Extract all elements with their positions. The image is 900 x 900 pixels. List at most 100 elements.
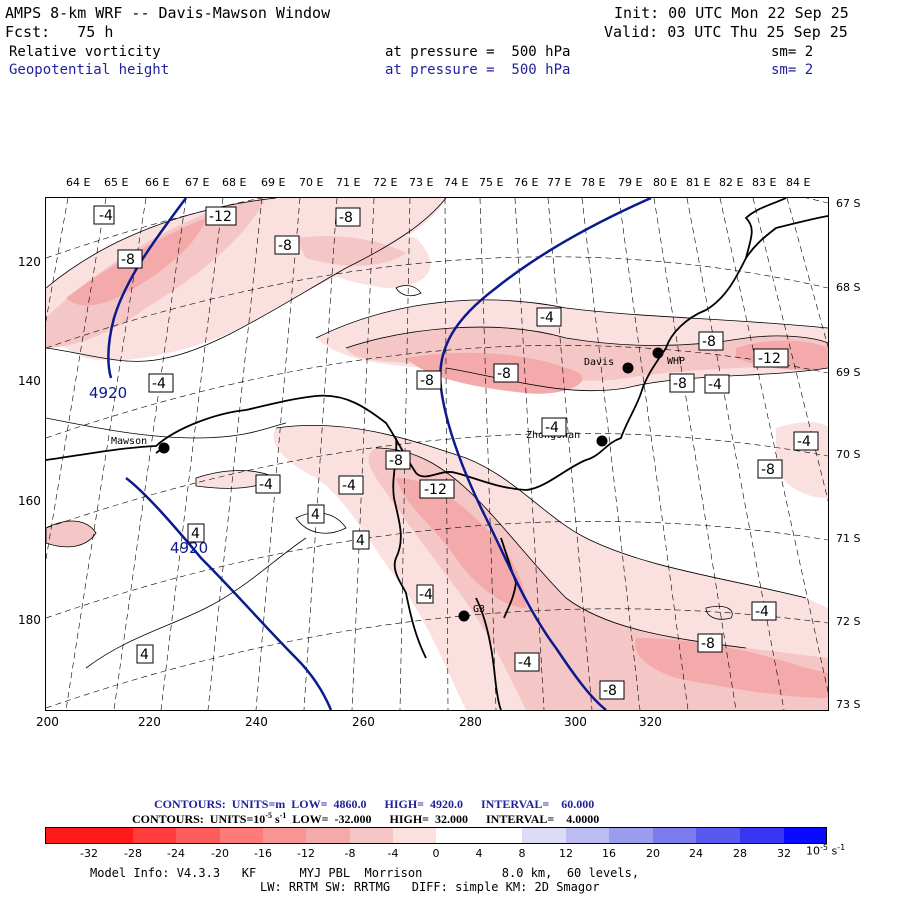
lon-label: 68 E bbox=[222, 176, 247, 189]
svg-text:-12: -12 bbox=[758, 351, 781, 367]
vort-label: -4 bbox=[514, 652, 540, 672]
svg-text:4: 4 bbox=[191, 526, 200, 542]
vort-label: -8 bbox=[599, 680, 625, 700]
colorbar-tick: 4 bbox=[475, 847, 483, 860]
colorbar-swatch bbox=[740, 827, 785, 844]
colorbar-tick: 12 bbox=[559, 847, 573, 860]
lon-label: 72 E bbox=[373, 176, 398, 189]
x-tick: 220 bbox=[138, 715, 161, 729]
colorbar-tick: 32 bbox=[777, 847, 791, 860]
svg-text:-4: -4 bbox=[797, 434, 811, 450]
vort-label: -8 bbox=[416, 370, 442, 390]
colorbar-tick: 16 bbox=[602, 847, 616, 860]
colorbar-tick: -8 bbox=[344, 847, 356, 860]
svg-text:-4: -4 bbox=[259, 477, 273, 493]
lon-label: 69 E bbox=[261, 176, 286, 189]
vort-label: -8 bbox=[274, 235, 300, 255]
field2-level: at pressure = 500 hPa bbox=[385, 62, 571, 78]
vort-label: -8 bbox=[757, 459, 783, 479]
vort-label: -8 bbox=[385, 450, 411, 470]
station-mawson-marker[interactable] bbox=[158, 442, 170, 454]
colorbar-swatch bbox=[133, 827, 177, 844]
field1-name: Relative vorticity bbox=[9, 44, 161, 60]
vort-label: -4 bbox=[751, 601, 777, 621]
colorbar-tick: 28 bbox=[733, 847, 747, 860]
colorbar-swatch bbox=[522, 827, 567, 844]
vort-label: -4 bbox=[704, 374, 730, 394]
colorbar-swatch bbox=[566, 827, 610, 844]
init-time: Init: 00 UTC Mon 22 Sep 25 bbox=[614, 4, 849, 22]
colorbar-swatch bbox=[89, 827, 134, 844]
lat-label: 73 S bbox=[836, 698, 861, 711]
vort-label: 4 bbox=[307, 504, 325, 524]
height-contour-info: CONTOURS: UNITS=m LOW= 4860.0 HIGH= 4920… bbox=[154, 797, 595, 811]
lon-label: 71 E bbox=[336, 176, 361, 189]
lon-label: 67 E bbox=[185, 176, 210, 189]
lat-label: 70 S bbox=[836, 448, 861, 461]
vorticity-contour-info: CONTOURS: UNITS=10-5 s-1 LOW= -32.000 HI… bbox=[132, 811, 600, 826]
vorticity-shading bbox=[46, 198, 828, 710]
colorbar-swatch bbox=[350, 827, 394, 844]
height-contour-label: 4920 bbox=[170, 539, 208, 557]
lat-label: 67 S bbox=[836, 197, 861, 210]
vort-label: 4 bbox=[136, 644, 154, 664]
svg-text:-4: -4 bbox=[518, 655, 532, 671]
lon-label: 77 E bbox=[547, 176, 572, 189]
colorbar-swatch bbox=[393, 827, 437, 844]
station-label: Davis bbox=[584, 357, 614, 368]
x-tick: 200 bbox=[36, 715, 59, 729]
colorbar-tick: -24 bbox=[167, 847, 185, 860]
vort-label: -4 bbox=[338, 475, 364, 495]
svg-text:-8: -8 bbox=[420, 373, 434, 389]
vort-label: -4 bbox=[148, 373, 174, 393]
colorbar-swatch bbox=[609, 827, 654, 844]
vorticity-contours bbox=[46, 198, 828, 669]
model-info-line1: Model Info: V4.3.3 KF MYJ PBL Morrison 8… bbox=[90, 866, 640, 880]
geopotential-contours bbox=[107, 198, 652, 710]
lon-label: 74 E bbox=[444, 176, 469, 189]
stations bbox=[158, 347, 664, 622]
lat-label: 72 S bbox=[836, 615, 861, 628]
y-tick: 140 bbox=[18, 374, 41, 388]
lon-label: 84 E bbox=[786, 176, 811, 189]
chart-title: AMPS 8-km WRF -- Davis-Mawson Window bbox=[5, 4, 331, 22]
colorbar-tick: 8 bbox=[518, 847, 526, 860]
y-tick: 180 bbox=[18, 613, 41, 627]
station-label: WHP bbox=[667, 356, 685, 367]
station-zhongshan-marker[interactable] bbox=[596, 435, 608, 447]
colorbar-swatch bbox=[436, 827, 480, 844]
model-info-line2: LW: RRTM SW: RRTMG DIFF: simple KM: 2D S… bbox=[260, 880, 600, 894]
lon-label: 75 E bbox=[479, 176, 504, 189]
station-whp-marker[interactable] bbox=[652, 347, 664, 359]
lon-label: 79 E bbox=[618, 176, 643, 189]
vort-label: -8 bbox=[117, 249, 143, 269]
vort-label: -4 bbox=[93, 205, 115, 225]
vort-label: -12 bbox=[205, 206, 237, 226]
forecast-hour: Fcst: 75 h bbox=[5, 23, 114, 41]
colorbar-swatch bbox=[653, 827, 697, 844]
station-label: G3 bbox=[473, 604, 485, 615]
svg-text:-8: -8 bbox=[673, 376, 687, 392]
lon-label: 66 E bbox=[145, 176, 170, 189]
lon-label: 65 E bbox=[104, 176, 129, 189]
field1-level: at pressure = 500 hPa bbox=[385, 44, 571, 60]
vort-label: -8 bbox=[335, 207, 361, 227]
lon-label: 76 E bbox=[514, 176, 539, 189]
vort-label: -4 bbox=[541, 417, 567, 437]
station-g3-marker[interactable] bbox=[458, 610, 470, 622]
field2-smoothing: sm= 2 bbox=[771, 62, 814, 78]
station-davis-marker[interactable] bbox=[622, 362, 634, 374]
colorbar-tick: -32 bbox=[80, 847, 98, 860]
svg-text:-8: -8 bbox=[761, 462, 775, 478]
colorbar-swatch bbox=[696, 827, 741, 844]
svg-text:-8: -8 bbox=[701, 636, 715, 652]
lon-label: 73 E bbox=[409, 176, 434, 189]
lat-label: 68 S bbox=[836, 281, 861, 294]
colorbar-tick: -16 bbox=[254, 847, 272, 860]
vort-label: 4 bbox=[187, 523, 205, 543]
vort-label: -12 bbox=[753, 348, 789, 368]
colorbar-swatch bbox=[784, 827, 828, 844]
latlon-grid bbox=[46, 198, 828, 710]
svg-text:-12: -12 bbox=[209, 209, 232, 225]
x-tick: 240 bbox=[245, 715, 268, 729]
